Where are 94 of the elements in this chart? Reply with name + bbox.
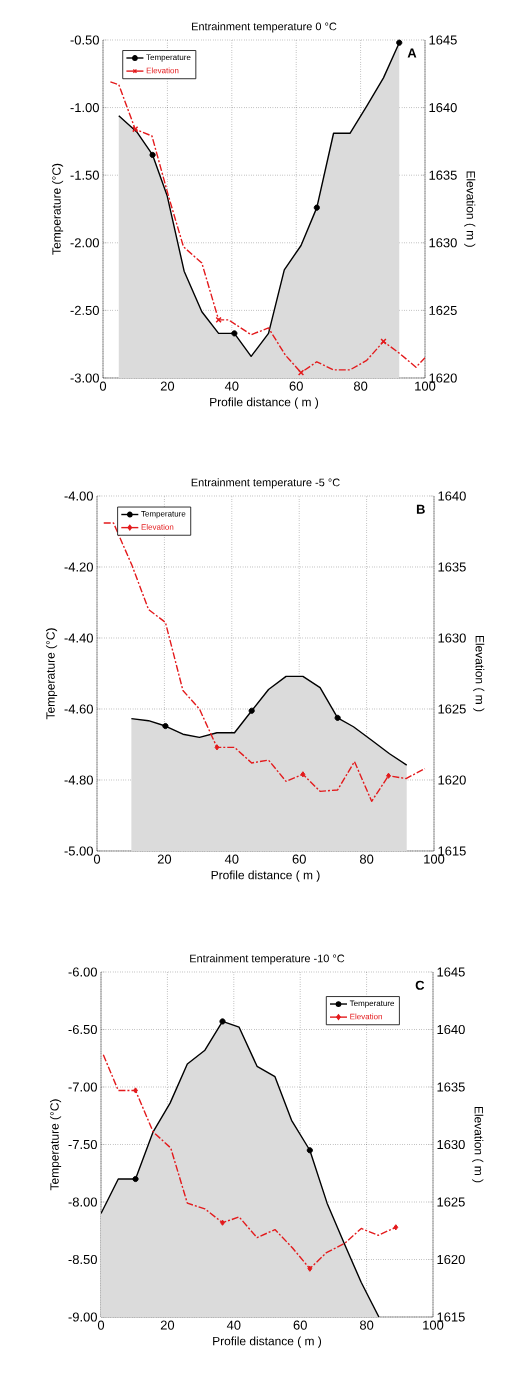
point: [162, 722, 169, 730]
point: [306, 1147, 313, 1154]
x-tick-label: 40: [224, 854, 239, 864]
y-tick-label: -4.00: [64, 491, 93, 501]
y2-axis-title: Elevation ( m ): [472, 1106, 484, 1183]
y2-tick-label: 1645: [437, 967, 465, 977]
x-tick-label: 40: [226, 1320, 241, 1330]
line-series: [109, 81, 425, 374]
annotation: A: [407, 48, 417, 58]
x-tick-label: 100: [415, 381, 436, 391]
y2-tick-label: 1620: [437, 1254, 465, 1265]
y2-tick-label: 1635: [438, 562, 466, 572]
y-axis-title: Temperature (°C): [51, 163, 64, 255]
point: [219, 1018, 226, 1025]
y-tick-label: -6.50: [68, 1024, 97, 1035]
annotation: C: [415, 980, 425, 990]
y2-tick-label: 1630: [438, 633, 466, 643]
y2-tick-label: 1625: [429, 305, 457, 315]
point: [396, 39, 403, 46]
x-axis-title: Profile distance ( m ): [213, 1336, 322, 1348]
y2-tick-label: 1620: [429, 373, 457, 383]
y2-tick-label: 1620: [438, 775, 466, 785]
y2-tick-label: 1625: [438, 704, 466, 714]
annotation: B: [416, 504, 425, 514]
y-axis-title: Temperature (°C): [45, 628, 58, 720]
point: [231, 330, 238, 337]
x-tick-label: 40: [224, 381, 239, 391]
y-axis-title: Temperature (°C): [49, 1099, 62, 1191]
y-tick-label: -6.00: [68, 967, 97, 977]
point: [132, 1175, 139, 1183]
point: [248, 707, 255, 714]
x-axis-title: Profile distance ( m ): [211, 870, 320, 882]
y-tick-label: -8.50: [68, 1254, 97, 1265]
y2-tick-label: 1635: [429, 170, 457, 180]
y-tick-label: -9.00: [68, 1312, 97, 1322]
chart-title: Entrainment temperature -5 °C: [191, 478, 340, 489]
x-tick-label: 80: [353, 381, 368, 391]
y2-axis-title: Elevation ( m ): [473, 635, 485, 712]
line-series: [103, 522, 426, 802]
y2-tick-label: 1640: [438, 491, 466, 501]
y2-tick-label: 1630: [437, 1139, 465, 1150]
y-tick-label: -2.50: [70, 305, 99, 315]
y2-tick-label: 1635: [437, 1082, 465, 1092]
y-tick-label: -4.60: [64, 704, 93, 714]
x-tick-label: 20: [157, 854, 172, 864]
y-tick-label: -3.00: [70, 373, 99, 383]
x-tick-label: 0: [97, 1320, 105, 1330]
x-tick-label: 60: [293, 1320, 307, 1330]
x-tick-label: 100: [424, 854, 445, 864]
point: [380, 338, 387, 345]
y-tick-label: -4.40: [64, 633, 93, 643]
y-tick-label: -7.50: [68, 1139, 97, 1150]
y-tick-label: -4.80: [64, 775, 93, 785]
point: [313, 204, 320, 211]
x-tick-label: 80: [359, 854, 374, 864]
point: [215, 316, 222, 323]
point: [149, 151, 156, 158]
x-tick-label: 20: [160, 1320, 175, 1330]
point: [393, 1224, 399, 1231]
y-tick-label: -8.00: [68, 1197, 97, 1207]
chart-title: Entrainment temperature 0 °C: [192, 22, 337, 33]
y2-tick-label: 1640: [429, 103, 457, 113]
x-tick-label: 0: [93, 854, 101, 864]
x-tick-label: 0: [99, 381, 107, 391]
y2-tick-label: 1630: [429, 238, 457, 248]
y-tick-label: -5.00: [64, 846, 93, 856]
point: [133, 1087, 138, 1094]
y2-tick-label: 1640: [437, 1024, 465, 1035]
y2-tick-label: 1625: [437, 1197, 465, 1207]
y-tick-label: -1.50: [70, 170, 99, 180]
point: [220, 1219, 225, 1226]
y-tick-label: -7.00: [68, 1082, 97, 1092]
point: [307, 1265, 313, 1272]
x-tick-label: 100: [423, 1320, 444, 1330]
x-axis-title: Profile distance ( m ): [210, 397, 319, 409]
y2-axis-title: Elevation ( m ): [464, 171, 476, 247]
y-tick-label: -1.00: [70, 103, 99, 113]
point: [300, 771, 306, 778]
x-tick-label: 60: [292, 854, 306, 864]
point: [386, 772, 391, 779]
y-tick-label: -0.50: [70, 35, 99, 45]
y2-tick-label: 1645: [429, 35, 457, 45]
y-tick-label: -4.20: [64, 562, 93, 572]
y2-tick-label: 1615: [438, 846, 466, 856]
point: [297, 369, 305, 376]
point: [334, 714, 341, 721]
x-tick-label: 60: [289, 381, 303, 391]
chart-title: Entrainment temperature -10 °C: [190, 954, 345, 965]
y2-tick-label: 1615: [437, 1312, 465, 1322]
point: [214, 744, 220, 751]
x-tick-label: 80: [359, 1320, 374, 1330]
y-tick-label: -2.00: [70, 238, 99, 248]
point: [132, 126, 139, 133]
x-tick-label: 20: [160, 381, 175, 391]
